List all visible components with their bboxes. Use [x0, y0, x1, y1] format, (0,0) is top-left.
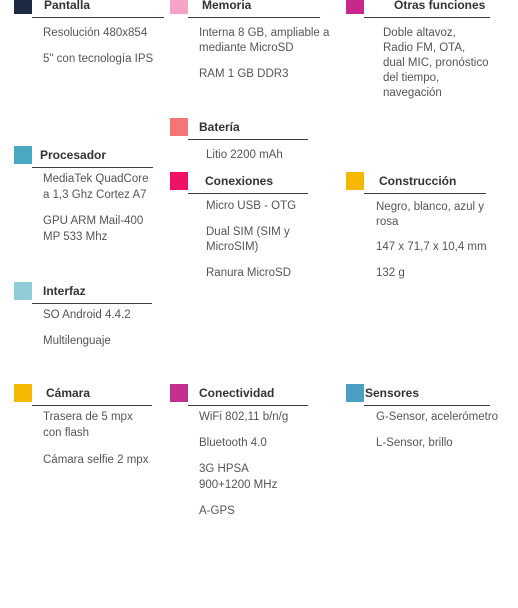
- otras-title: Otras funciones: [394, 0, 486, 12]
- bateria-item: Litio 2200 mAh: [206, 149, 283, 161]
- conectividad-item: Bluetooth 4.0: [199, 437, 267, 449]
- memoria-item: mediante MicroSD: [199, 42, 294, 54]
- pantalla-color-square: [14, 0, 32, 14]
- interfaz-color-square: [14, 282, 32, 300]
- pantalla-item: 5" con tecnología IPS: [43, 53, 154, 65]
- camara-rule: [32, 405, 152, 406]
- camara-item: Trasera de 5 mpx: [43, 411, 133, 423]
- camara-title: Cámara: [46, 386, 91, 400]
- conectividad-title: Conectividad: [199, 386, 275, 400]
- otras-item: Doble altavoz,: [383, 27, 456, 39]
- conexiones-item: Micro USB - OTG: [206, 200, 297, 212]
- procesador-rule: [32, 167, 153, 168]
- pantalla-title: Pantalla: [44, 0, 91, 12]
- interfaz-title: Interfaz: [43, 284, 86, 298]
- procesador-title: Procesador: [40, 148, 107, 162]
- memoria-item: RAM 1 GB DDR3: [199, 68, 289, 80]
- otras-item: Radio FM, OTA,: [383, 42, 466, 54]
- camara-item: con flash: [43, 427, 90, 439]
- sensores-title: Sensores: [365, 386, 420, 400]
- interfaz-item: SO Android 4.4.2: [43, 309, 131, 321]
- section-memoria: Memoria Interna 8 GB, ampliable a median…: [170, 0, 340, 86]
- construccion-item: rosa: [376, 216, 399, 228]
- conectividad-item: 3G HPSA: [199, 463, 249, 475]
- section-sensores: Sensores G-Sensor, acelerómetro L-Sensor…: [346, 384, 518, 454]
- section-construccion: Construcción Negro, blanco, azul y rosa …: [346, 172, 518, 282]
- conexiones-item: Dual SIM (SIM y: [206, 226, 290, 238]
- interfaz-rule: [32, 303, 152, 304]
- interfaz-item: Multilenguaje: [43, 335, 111, 347]
- memoria-color-square: [170, 0, 188, 14]
- conectividad-item: WiFi 802,11 b/n/g: [199, 411, 289, 423]
- bateria-color-square: [170, 118, 188, 136]
- bateria-title: Batería: [199, 120, 240, 134]
- conectividad-item: 900+1200 MHz: [199, 479, 278, 491]
- section-procesador: Procesador MediaTek QuadCore a 1,3 Ghz C…: [14, 146, 174, 246]
- conexiones-item: MicroSIM): [206, 241, 259, 253]
- construccion-title: Construcción: [379, 174, 457, 188]
- procesador-color-square: [14, 146, 32, 164]
- section-camara: Cámara Trasera de 5 mpx con flash Cámara…: [14, 384, 174, 474]
- otras-item: dual MIC, pronóstico: [383, 57, 489, 69]
- pantalla-rule: [32, 17, 164, 18]
- bateria-rule: [188, 139, 308, 140]
- section-bateria: Batería Litio 2200 mAh: [170, 118, 330, 168]
- procesador-item: MediaTek QuadCore: [43, 173, 149, 185]
- otras-item: navegación: [383, 87, 442, 99]
- construccion-item: 132 g: [376, 267, 405, 279]
- section-otras-funciones: Otras funciones Doble altavoz, Radio FM,…: [346, 0, 518, 106]
- otras-rule: [364, 17, 490, 18]
- memoria-title: Memoria: [202, 0, 252, 12]
- section-interfaz: Interfaz SO Android 4.4.2 Multilenguaje: [14, 282, 174, 352]
- conectividad-rule: [188, 405, 308, 406]
- sensores-item: L-Sensor, brillo: [376, 437, 453, 449]
- section-pantalla: Pantalla Resolución 480x854 5" con tecno…: [14, 0, 164, 76]
- conexiones-rule: [188, 193, 308, 194]
- conexiones-item: Ranura MicroSD: [206, 267, 291, 279]
- procesador-item: a 1,3 Ghz Cortez A7: [43, 189, 147, 201]
- construccion-item: 147 x 71,7 x 10,4 mm: [376, 241, 487, 253]
- conectividad-color-square: [170, 384, 188, 402]
- camara-item: Cámara selfie 2 mpx: [43, 454, 149, 466]
- procesador-item: MP 533 Mhz: [43, 231, 108, 243]
- sensores-item: G-Sensor, acelerómetro: [376, 411, 499, 423]
- construccion-item: Negro, blanco, azul y: [376, 201, 485, 213]
- pantalla-item: Resolución 480x854: [43, 27, 148, 39]
- construccion-rule: [364, 193, 486, 194]
- otras-color-square: [346, 0, 364, 14]
- sensores-color-square: [346, 384, 364, 402]
- camara-color-square: [14, 384, 32, 402]
- section-conectividad: Conectividad WiFi 802,11 b/n/g Bluetooth…: [170, 384, 340, 524]
- memoria-rule: [188, 17, 320, 18]
- section-conexiones: Conexiones Micro USB - OTG Dual SIM (SIM…: [170, 172, 340, 282]
- conexiones-color-square: [170, 172, 188, 190]
- conexiones-title: Conexiones: [205, 174, 274, 188]
- memoria-item: Interna 8 GB, ampliable a: [199, 27, 330, 39]
- otras-item: del tiempo,: [383, 72, 440, 84]
- conectividad-item: A-GPS: [199, 505, 235, 517]
- sensores-rule: [364, 405, 490, 406]
- procesador-item: GPU ARM Mail-400: [43, 215, 144, 227]
- construccion-color-square: [346, 172, 364, 190]
